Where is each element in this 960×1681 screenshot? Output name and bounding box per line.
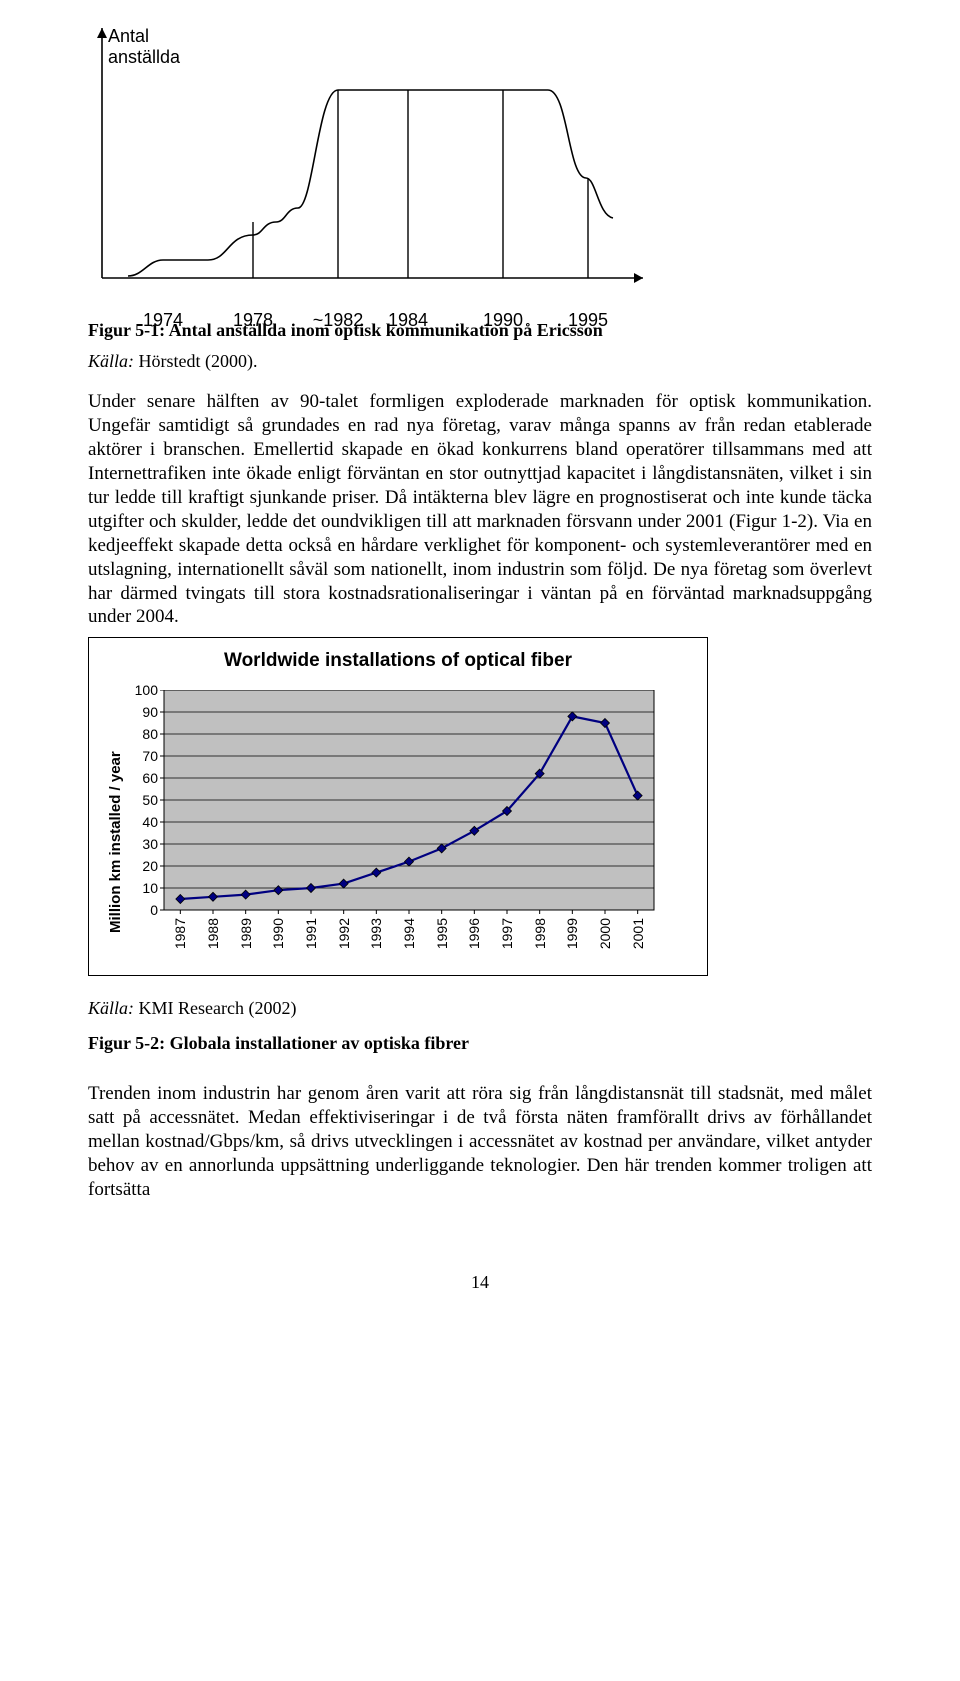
chart-x-tick-label: 1993 (368, 918, 384, 949)
chart-y-tick-label: 40 (128, 814, 158, 830)
chart-y-tick-label: 30 (128, 836, 158, 852)
chart-x-tick-label: 1989 (238, 918, 254, 949)
diagram-1-x-tick: 1990 (483, 310, 523, 331)
chart-y-axis-label: Million km installed / year (103, 690, 124, 965)
chart-x-tick-label: 1990 (270, 918, 286, 949)
page: Antal anställda 1974 1978 ~1982 1984 1990 199… (0, 0, 960, 1333)
diagram-1-x-tick: 1974 (143, 310, 183, 331)
chart-y-tick-label: 80 (128, 726, 158, 742)
chart-plot-area: 0102030405060708090100 19871988198919901… (124, 690, 693, 965)
figure-2-source: Källa: KMI Research (2002) (88, 998, 872, 1019)
chart-y-tick-label: 90 (128, 704, 158, 720)
chart-x-tick-label: 1997 (499, 918, 515, 949)
chart-x-tick-label: 1991 (303, 918, 319, 949)
diagram-1-x-tick: 1978 (233, 310, 273, 331)
chart-x-tick-label: 1998 (532, 918, 548, 949)
chart-x-labels: 1987 1988 1989 1990 1991 1992 1993 1994 1995 1996… (124, 918, 693, 968)
diagram-1-x-tick: ~1982 (313, 310, 364, 331)
chart-x-tick-label: 1994 (401, 918, 417, 949)
chart-x-tick-label: 1988 (205, 918, 221, 949)
body-paragraph-2: Trenden inom industrin har genom åren va… (88, 1082, 872, 1202)
chart-container: Worldwide installations of optical fiber… (88, 637, 708, 976)
chart-y-tick-label: 100 (128, 682, 158, 698)
chart-y-tick-label: 50 (128, 792, 158, 808)
chart-y-tick-label: 70 (128, 748, 158, 764)
chart-x-tick-label: 1987 (172, 918, 188, 949)
chart-y-tick-label: 0 (128, 902, 158, 918)
diagram-1-y-label: Antal anställda (108, 26, 180, 67)
chart-y-tick-label: 60 (128, 770, 158, 786)
chart-x-tick-label: 1996 (466, 918, 482, 949)
figure-2-caption: Figur 5-2: Globala installationer av opt… (88, 1033, 872, 1054)
diagram-1: Antal anställda 19741978~198219841990199… (88, 20, 648, 310)
chart-x-tick-label: 2001 (630, 918, 646, 949)
chart-y-tick-label: 20 (128, 858, 158, 874)
chart-title: Worldwide installations of optical fiber (103, 650, 693, 672)
diagram-1-x-tick: 1984 (388, 310, 428, 331)
body-paragraph-1: Under senare hälften av 90-talet formlig… (88, 390, 872, 629)
chart-x-tick-label: 1999 (564, 918, 580, 949)
chart-x-tick-label: 1995 (434, 918, 450, 949)
chart-y-tick-label: 10 (128, 880, 158, 896)
figure-1-source: Källa: Hörstedt (2000). (88, 351, 872, 372)
figure-1-caption: Figur 5-1: Antal anställda inom optisk k… (88, 320, 872, 341)
chart-x-tick-label: 2000 (597, 918, 613, 949)
page-number: 14 (88, 1272, 872, 1293)
chart-x-tick-label: 1992 (336, 918, 352, 949)
diagram-1-x-tick: 1995 (568, 310, 608, 331)
